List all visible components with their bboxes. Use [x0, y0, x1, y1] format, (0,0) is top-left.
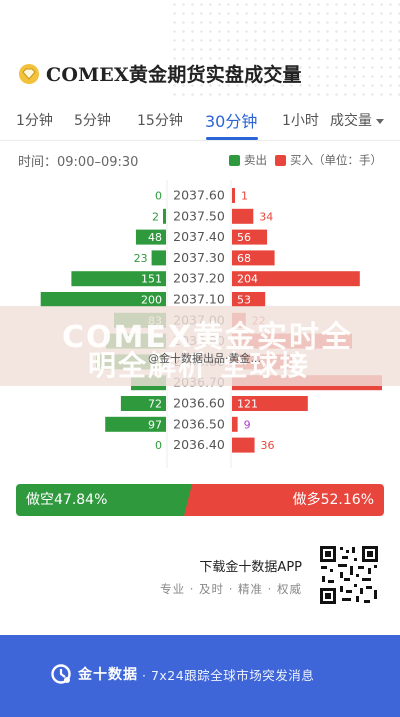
price-label: 2037.10	[173, 292, 225, 307]
long-short-ratio-bar: 做空47.84% 做多52.16%	[16, 484, 384, 516]
sell-bar	[120, 396, 166, 411]
sell-value-label: 48	[148, 231, 162, 244]
tagline: 专业 · 及时 · 精准 · 权威	[160, 582, 302, 596]
legend-swatch-sell	[229, 154, 240, 166]
sell-value-label: 2	[152, 210, 159, 223]
tab-15min[interactable]: 15分钟	[137, 113, 183, 129]
sell-value-label: 151	[141, 273, 162, 286]
buy-value-label: 34	[259, 210, 273, 223]
sell-bar	[151, 250, 166, 266]
buy-bar	[232, 271, 360, 287]
info-bar: 时间：09:00–09:30 卖出 买入（单位：手）	[18, 151, 382, 170]
header-banner: COMEX黄金期货实盘成交量	[0, 0, 400, 100]
sell-bar	[105, 416, 166, 432]
price-label: 2036.60	[173, 396, 225, 411]
watermark-overlay: COMEX黄金实时全 明全解析 全球接 @金十数据出品·黄金...	[0, 306, 400, 386]
price-label: 2036.50	[173, 416, 225, 431]
buy-bar	[232, 416, 238, 432]
buy-bar	[232, 208, 254, 224]
long-ratio: 做多52.16%	[184, 484, 384, 516]
timeframe-tabs: 1分钟 5分钟 15分钟 30分钟 1小时 成交量	[0, 108, 400, 136]
gold-diamond-icon	[19, 63, 39, 84]
sell-bar	[40, 292, 167, 307]
metric-dropdown[interactable]: 成交量	[330, 110, 384, 130]
buy-value-label: 204	[237, 273, 258, 286]
page-title: COMEX黄金期货实盘成交量	[46, 64, 302, 86]
buy-bar	[232, 292, 266, 307]
sell-bar	[163, 208, 166, 224]
buy-value-label: 53	[237, 294, 251, 307]
download-app-text[interactable]: 下载金十数据APP	[199, 560, 302, 575]
time-range: 时间：09:00–09:30	[18, 155, 139, 170]
watermark-line-1: COMEX黄金实时全	[62, 320, 353, 355]
qr-code-icon[interactable]	[318, 544, 380, 606]
price-label: 2036.40	[173, 437, 225, 452]
footer-slogan: · 7x24跟踪全球市场突发消息	[142, 667, 315, 683]
buy-value-label: 1	[241, 190, 248, 203]
footer-banner: 金十数据 · 7x24跟踪全球市场突发消息	[0, 635, 400, 717]
tab-30min[interactable]: 30分钟	[205, 112, 258, 131]
buy-value-label: 56	[237, 231, 251, 244]
tab-1hour[interactable]: 1小时	[282, 113, 319, 129]
buy-value-label: 36	[261, 439, 275, 452]
jin10-logo-icon	[51, 664, 71, 684]
tab-1min[interactable]: 1分钟	[16, 113, 53, 129]
chart-legend: 卖出 买入（单位：手）	[221, 152, 382, 168]
sell-value-label: 0	[155, 439, 162, 452]
buy-bar	[232, 396, 308, 411]
metric-dropdown-label: 成交量	[330, 113, 372, 129]
chevron-down-icon	[376, 118, 384, 124]
short-ratio: 做空47.84%	[16, 484, 193, 516]
price-label: 2037.60	[173, 188, 225, 203]
buy-bar	[232, 437, 255, 453]
price-label: 2037.40	[173, 229, 225, 244]
watermark-line-2: 明全解析 全球接	[88, 349, 310, 382]
legend-buy-label: 买入（单位：手）	[290, 153, 382, 167]
sell-value-label: 23	[134, 252, 148, 265]
active-tab-indicator	[206, 137, 258, 140]
buy-value-label: 121	[237, 398, 258, 411]
footer-brand: 金十数据	[78, 667, 138, 683]
title-row: COMEX黄金期货实盘成交量	[18, 60, 302, 87]
buy-value-label: 68	[237, 252, 251, 265]
divider	[0, 140, 400, 141]
sell-value-label: 200	[141, 294, 162, 307]
sell-bar	[135, 229, 166, 245]
sell-value-label: 97	[148, 418, 162, 431]
watermark-caption: @金十数据出品·黄金...	[148, 352, 261, 365]
buy-bar	[232, 229, 268, 245]
decorative-dot-pattern	[170, 0, 400, 100]
sell-value-label: 72	[148, 398, 162, 411]
sell-value-label: 0	[155, 190, 162, 203]
legend-swatch-buy	[275, 154, 286, 166]
legend-sell: 卖出	[229, 152, 267, 168]
price-label: 2037.20	[173, 271, 225, 286]
buy-bar	[232, 188, 235, 203]
buy-bar	[232, 250, 275, 266]
legend-sell-label: 卖出	[244, 153, 267, 167]
footer-content: 金十数据 · 7x24跟踪全球市场突发消息	[50, 663, 314, 685]
sell-bar	[71, 271, 166, 287]
price-label: 2037.50	[173, 208, 225, 223]
legend-buy: 买入（单位：手）	[275, 152, 382, 168]
tab-5min[interactable]: 5分钟	[74, 113, 111, 129]
price-label: 2037.30	[173, 250, 225, 265]
buy-value-label: 9	[244, 418, 251, 431]
